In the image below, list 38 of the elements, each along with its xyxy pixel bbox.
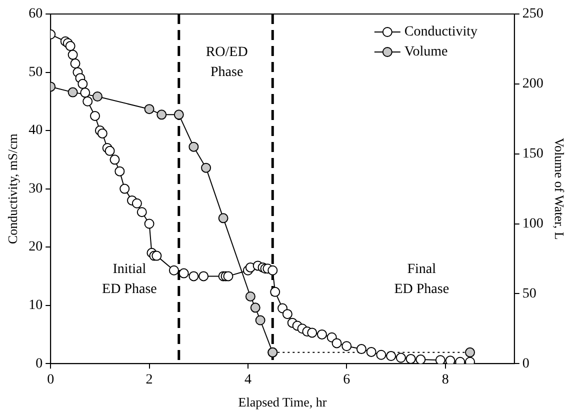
x-tick-label: 4 [244, 372, 252, 388]
point [144, 104, 154, 114]
y-tick-label: 30 [28, 181, 43, 196]
x-tick-label: 6 [343, 372, 350, 388]
point [68, 87, 78, 98]
y2-tick-label: 0 [522, 356, 530, 372]
point [156, 110, 167, 120]
point [174, 110, 184, 120]
y2-tick-label: 200 [522, 76, 544, 92]
y-tick-label: 40 [28, 123, 43, 138]
y-tick-label: 10 [28, 298, 43, 314]
point [188, 142, 199, 152]
point [250, 302, 260, 313]
point [464, 347, 475, 358]
annotation: Final ED Phase [394, 262, 450, 297]
x-axis-title: Elapsed Time, hr [238, 394, 328, 410]
y2-tick-label: 50 [522, 286, 536, 302]
y-tick-label: 20 [28, 240, 43, 255]
y-axis-title: Conductivity, mS/cm [5, 134, 20, 244]
y2-tick-label: 150 [522, 146, 544, 162]
point [245, 291, 256, 302]
x-tick-label: 8 [442, 372, 449, 388]
y-tick-label: 50 [28, 64, 43, 80]
annotation: RO/ED Phase [206, 45, 248, 80]
point [255, 315, 266, 326]
x-tick-label: 2 [146, 372, 153, 388]
y2-axis-title: Volume of Water, L [552, 138, 567, 240]
legend-label: Conductivity [404, 24, 478, 40]
x-tick-label: 0 [47, 372, 54, 388]
y2-tick-label: 100 [522, 216, 544, 232]
y2-tick-label: 250 [522, 6, 544, 22]
point [218, 213, 228, 224]
point [92, 92, 102, 102]
legend-label: Volume [404, 44, 448, 60]
y-tick-label: 0 [36, 356, 43, 372]
y-tick-label: 60 [28, 6, 43, 22]
point [201, 162, 212, 173]
annotation: Initial ED Phase [102, 262, 157, 297]
